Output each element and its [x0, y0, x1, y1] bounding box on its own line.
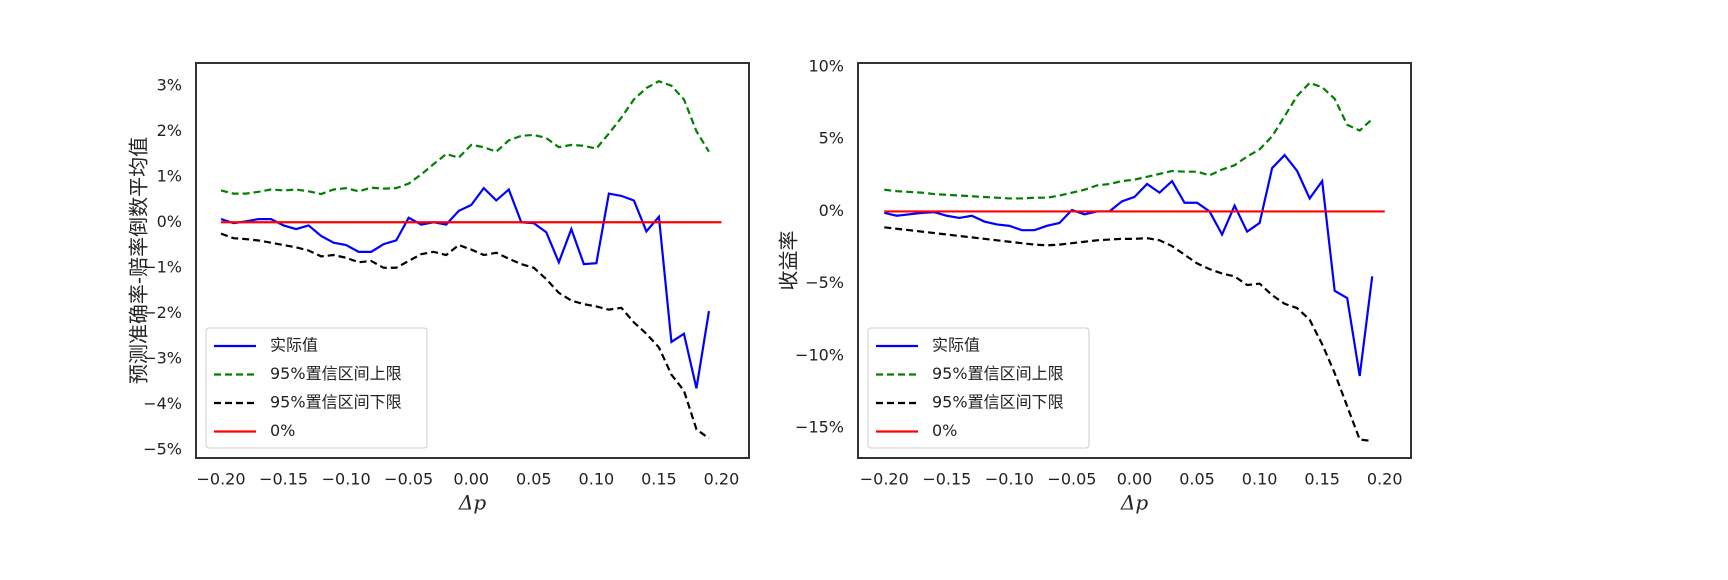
x-tick-label: −0.20 — [197, 470, 246, 489]
y-tick-label: 10% — [808, 57, 844, 76]
series-line — [884, 153, 1374, 377]
series-line — [220, 79, 710, 196]
y-tick-label: 0% — [157, 212, 182, 231]
x-tick-label: −0.05 — [384, 470, 433, 489]
x-tick-label: 0.10 — [1242, 470, 1278, 489]
x-tick-label: 0.20 — [1367, 470, 1403, 489]
legend-label: 95%置信区间上限 — [270, 364, 402, 383]
x-tick-label: 0.00 — [453, 470, 489, 489]
y-tick-label: 1% — [157, 166, 182, 185]
legend-label: 95%置信区间下限 — [932, 393, 1064, 412]
series-line — [884, 81, 1373, 200]
legend-box — [205, 327, 428, 449]
x-tick-label: 0.10 — [579, 470, 615, 489]
y-tick-label: −10% — [795, 345, 844, 364]
y-tick-label: −2% — [143, 303, 182, 322]
y-tick-label: −15% — [795, 417, 844, 436]
legend-label: 95%置信区间下限 — [270, 393, 402, 412]
x-axis-label: Δp — [1120, 491, 1148, 515]
legend-label: 实际值 — [270, 336, 318, 355]
y-tick-label: 5% — [819, 129, 844, 148]
x-tick-label: −0.05 — [1047, 470, 1096, 489]
x-tick-label: −0.15 — [922, 470, 971, 489]
legend-box — [867, 327, 1090, 449]
y-tick-label: −4% — [143, 394, 182, 413]
x-tick-label: −0.15 — [259, 470, 308, 489]
plot-frame — [195, 62, 750, 459]
y-tick-label: −1% — [143, 257, 182, 276]
y-tick-label: 3% — [157, 75, 182, 94]
y-tick-label: −5% — [805, 273, 844, 292]
y-axis-label: 收益率 — [777, 231, 801, 291]
x-tick-label: −0.20 — [860, 470, 909, 489]
y-tick-label: 0% — [819, 201, 844, 220]
x-tick-label: 0.00 — [1117, 470, 1153, 489]
series-line — [884, 226, 1373, 443]
y-tick-label: 2% — [157, 121, 182, 140]
series-line — [220, 186, 711, 389]
plot-frame — [857, 62, 1412, 459]
x-tick-label: 0.05 — [516, 470, 552, 489]
x-tick-label: 0.20 — [704, 470, 740, 489]
x-tick-label: −0.10 — [985, 470, 1034, 489]
x-tick-label: 0.15 — [641, 470, 677, 489]
x-tick-label: 0.15 — [1304, 470, 1340, 489]
series-line — [220, 232, 710, 440]
legend-label: 95%置信区间上限 — [932, 364, 1064, 383]
legend-label: 0% — [270, 421, 295, 440]
x-tick-label: 0.05 — [1179, 470, 1215, 489]
y-axis-label: 预测准确率-赔率倒数平均值 — [127, 137, 151, 384]
x-axis-label: Δp — [458, 491, 486, 515]
y-tick-label: −5% — [143, 439, 182, 458]
x-tick-label: −0.10 — [322, 470, 371, 489]
legend-label: 实际值 — [932, 336, 980, 355]
y-tick-label: −3% — [143, 348, 182, 367]
legend-label: 0% — [932, 421, 957, 440]
